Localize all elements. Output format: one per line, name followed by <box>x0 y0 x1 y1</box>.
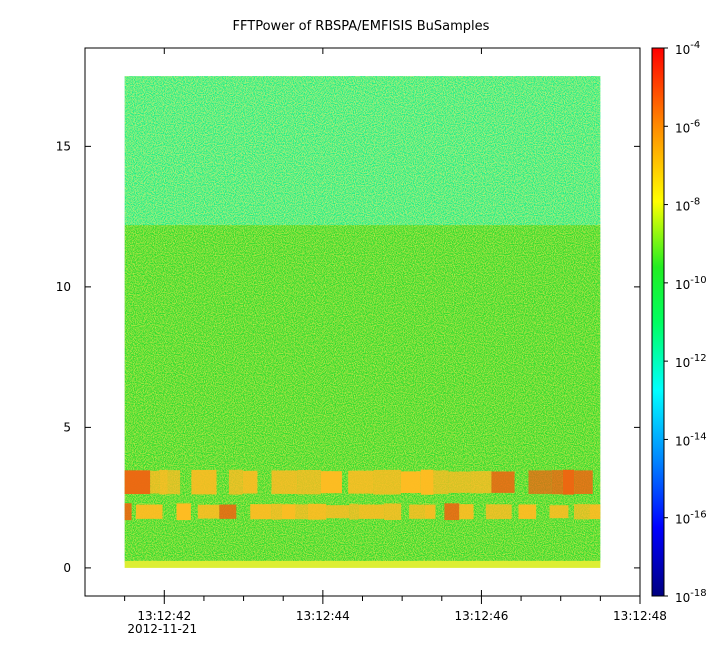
band-segment <box>528 470 551 494</box>
band-segment <box>421 470 434 495</box>
band-segment <box>326 505 349 518</box>
colorbar-tick-label: 10-16 <box>675 510 707 527</box>
colorbar-ticks: 10-4 10-6 10-8 10-10 10-12 10-14 10-16 10-18 <box>664 40 707 605</box>
band-segment <box>401 471 421 493</box>
colorbar-gradient <box>652 48 664 596</box>
band-segment <box>125 503 132 520</box>
colorbar-tick-label: 10-8 <box>675 197 700 214</box>
x-tick-label: 13:12:46 <box>454 609 508 623</box>
x-tick-label: 13:12:44 <box>296 609 350 623</box>
colorbar-tick-label: 10-6 <box>675 118 700 135</box>
band-segment <box>125 470 151 494</box>
band-segment <box>349 504 358 520</box>
band-segment <box>444 503 459 520</box>
band-segment <box>384 503 401 520</box>
spectrogram-plot-area <box>125 76 601 568</box>
band-segment <box>358 505 384 519</box>
band-segment <box>589 504 600 519</box>
region-upper <box>125 76 601 225</box>
band-segment <box>229 470 243 495</box>
band-segment <box>491 471 514 492</box>
band-segment <box>136 505 163 519</box>
band-segment <box>198 505 220 519</box>
band-segment <box>159 470 168 495</box>
band-segment <box>518 504 536 519</box>
band-segment <box>552 470 563 494</box>
band-segment <box>297 470 320 494</box>
band-segment <box>348 471 373 494</box>
band-segment <box>549 505 568 518</box>
band-segment <box>373 470 400 495</box>
band-segment <box>243 471 258 494</box>
y-tick-label: 0 <box>63 561 71 575</box>
band-segment <box>271 504 281 520</box>
band-segment <box>296 504 308 519</box>
band-segment <box>250 504 271 519</box>
colorbar: 10-4 10-6 10-8 10-10 10-12 10-14 10-16 10-18 <box>652 40 707 605</box>
baseline-band <box>125 561 601 568</box>
band-segment <box>219 505 236 519</box>
colorbar-tick-label: 10-4 <box>675 40 700 57</box>
band-segment <box>168 470 180 494</box>
band-segment <box>486 504 512 519</box>
band-segment <box>271 470 297 494</box>
band-segment <box>574 504 589 519</box>
band-segment <box>150 471 159 494</box>
y-tick-label: 5 <box>63 420 71 434</box>
band-segment <box>176 503 190 520</box>
band-segment <box>321 471 342 493</box>
band-segment <box>459 504 473 519</box>
chart-title: FFTPower of RBSPA/EMFISIS BuSamples <box>233 19 490 34</box>
x-tick-label: 13:12:42 <box>137 609 191 623</box>
x-tick-date: 2012-11-21 <box>127 622 197 636</box>
colorbar-tick-label: 10-14 <box>675 431 707 448</box>
colorbar-tick-label: 10-12 <box>675 353 707 370</box>
band-segment <box>409 505 425 519</box>
band-segment <box>191 470 216 495</box>
band-segment <box>425 505 436 519</box>
x-tick-label: 13:12:48 <box>613 609 667 623</box>
colorbar-tick-label: 10-18 <box>675 588 707 605</box>
band-segment <box>434 470 449 494</box>
band-segment <box>308 504 326 520</box>
y-tick-label: 10 <box>56 280 71 294</box>
emission-band-upper <box>125 470 601 495</box>
band-segment <box>471 471 491 493</box>
band-segment <box>563 470 574 495</box>
colorbar-tick-label: 10-10 <box>675 275 707 292</box>
band-segment <box>574 470 593 494</box>
spectrogram-image <box>125 76 601 568</box>
band-segment <box>449 471 471 492</box>
y-tick-label: 15 <box>56 139 71 153</box>
band-segment <box>281 504 295 519</box>
